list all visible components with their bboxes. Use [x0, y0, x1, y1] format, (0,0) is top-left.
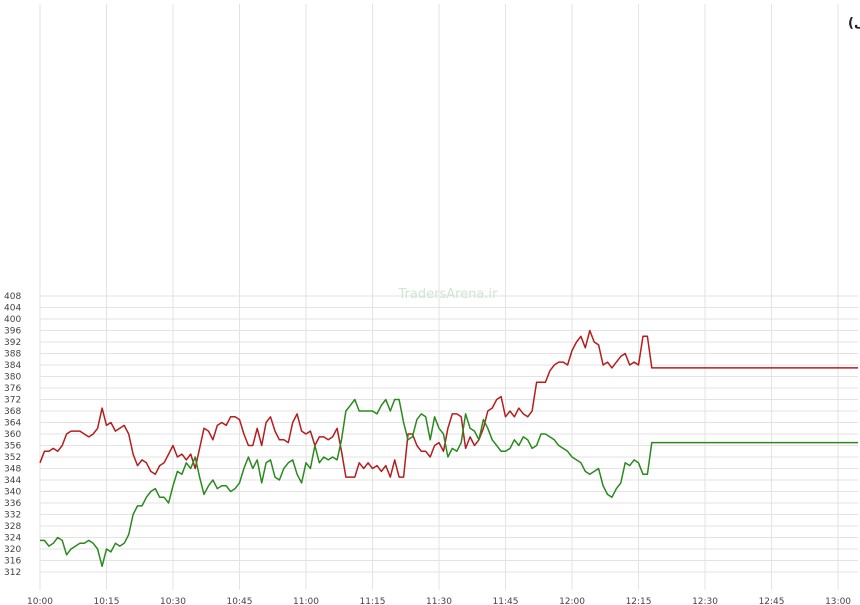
x-tick-label: 10:45: [227, 597, 253, 605]
y-tick-label: 368: [4, 407, 21, 417]
x-tick-label: 13:00: [825, 597, 851, 605]
y-tick-label: 312: [4, 568, 21, 578]
x-tick-label: 11:45: [493, 597, 519, 605]
watermark-text: TradersArena.ir: [398, 287, 499, 302]
x-tick-label: 12:15: [626, 597, 652, 605]
x-tick-label: 11:30: [426, 597, 452, 605]
series-line-red: [39, 329, 858, 478]
y-tick-label: 316: [4, 557, 21, 567]
y-axis-ticks: 3123163203243283323363403443483523563603…: [4, 292, 21, 578]
y-tick-label: 344: [4, 476, 21, 486]
x-tick-label: 11:15: [360, 597, 386, 605]
y-tick-label: 396: [4, 327, 21, 337]
chart-title: نمادهای مثبت و منفی (سهام حق تقدم و صندو…: [848, 16, 860, 31]
y-tick-label: 332: [4, 511, 21, 521]
y-tick-label: 376: [4, 384, 21, 394]
y-tick-label: 408: [4, 292, 21, 302]
y-tick-label: 372: [4, 396, 21, 406]
data-series: [39, 329, 858, 568]
x-tick-label: 12:00: [559, 597, 585, 605]
x-tick-label: 12:30: [692, 597, 718, 605]
y-tick-label: 388: [4, 350, 21, 360]
y-tick-label: 340: [4, 488, 21, 498]
y-tick-label: 364: [4, 419, 21, 429]
y-tick-label: 336: [4, 499, 21, 509]
y-tick-label: 356: [4, 442, 21, 452]
grid-lines: [39, 4, 858, 590]
y-tick-label: 320: [4, 545, 21, 555]
y-tick-label: 324: [4, 534, 21, 544]
x-axis-ticks: 10:00 10:15 10:30 10:45 11:00 11:15 11:30 11:45…: [27, 597, 851, 605]
x-tick-label: 12:45: [759, 597, 785, 605]
y-tick-label: 400: [4, 315, 21, 325]
y-tick-label: 328: [4, 522, 21, 532]
y-tick-label: 348: [4, 465, 21, 475]
x-tick-label: 10:00: [27, 597, 53, 605]
y-tick-label: 392: [4, 338, 21, 348]
y-tick-label: 384: [4, 361, 21, 371]
x-tick-label: 11:00: [293, 597, 319, 605]
x-tick-label: 10:30: [160, 597, 186, 605]
x-tick-label: 10:15: [94, 597, 120, 605]
y-tick-label: 352: [4, 453, 21, 463]
y-tick-label: 360: [4, 430, 21, 440]
series-line-green: [40, 398, 858, 568]
y-tick-label: 404: [4, 304, 21, 314]
y-tick-label: 380: [4, 373, 21, 383]
